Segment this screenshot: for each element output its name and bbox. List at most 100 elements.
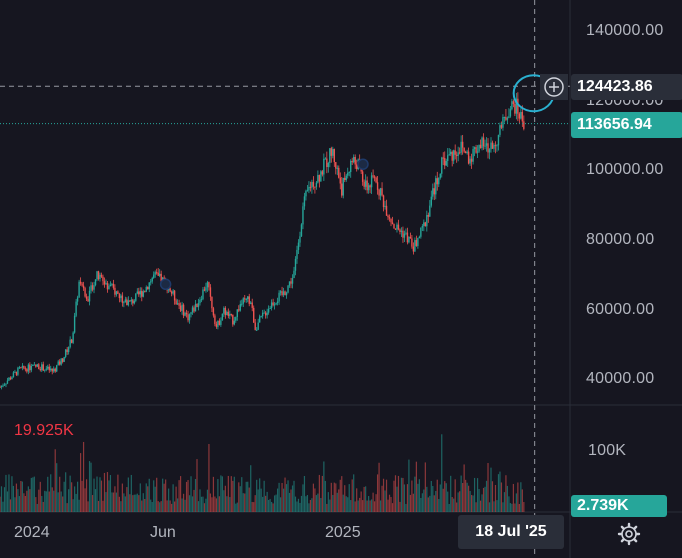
volume-bar (300, 495, 303, 512)
settings-button[interactable] (612, 518, 646, 550)
volume-bar (432, 486, 434, 512)
candle-body (518, 113, 521, 119)
candle-body (278, 292, 280, 302)
volume-bar (190, 476, 192, 512)
candle-body (517, 98, 519, 114)
volume-bar (30, 477, 32, 512)
volume-bar (309, 499, 312, 512)
candle-body (351, 160, 353, 163)
volume-bar (65, 472, 67, 512)
volume-bar (126, 487, 128, 512)
volume-bar (382, 478, 385, 512)
candle-body (344, 177, 346, 180)
candle-body (217, 320, 219, 327)
volume-bar (451, 497, 453, 512)
candle-body (253, 307, 255, 323)
candle-body (412, 246, 415, 252)
volume-bar (236, 502, 238, 512)
volume-bar (356, 488, 358, 512)
volume-bar (362, 500, 364, 512)
volume-bar (294, 496, 297, 512)
volume-bar (321, 475, 323, 512)
candle-body (426, 215, 428, 227)
candle-body (185, 312, 188, 315)
candle-body (8, 377, 10, 381)
volume-bar (308, 503, 310, 512)
candle-body (212, 308, 215, 316)
candle-body (126, 299, 128, 306)
volume-bar (38, 489, 40, 512)
time-tick-label: Jun (150, 524, 176, 541)
volume-bar (479, 500, 482, 512)
candle-body (135, 293, 137, 301)
event-marker[interactable] (357, 158, 369, 170)
volume-bar (181, 498, 183, 512)
volume-bar (242, 493, 244, 512)
volume-bar (336, 492, 338, 512)
candle-body (20, 367, 22, 369)
candle-body (235, 317, 237, 321)
volume-bar (287, 480, 289, 512)
volume-bar (206, 489, 209, 512)
candle-body (87, 298, 89, 302)
volume-bar (39, 481, 41, 512)
candle-body (90, 285, 92, 291)
candle-body (329, 148, 331, 163)
candle-body (99, 274, 101, 280)
candle-body (53, 368, 55, 372)
candle-body (451, 151, 453, 161)
candle-body (94, 279, 97, 286)
candle-body (318, 174, 321, 182)
volume-bar (454, 479, 456, 512)
volume-bar (274, 495, 276, 512)
volume-bar (75, 493, 77, 512)
candle-body (182, 304, 185, 316)
volume-bar (191, 496, 194, 512)
volume-bar (81, 480, 83, 512)
volume-bar (3, 487, 6, 512)
add-alert-button[interactable] (540, 74, 568, 100)
candle-body (11, 377, 13, 380)
event-marker[interactable] (159, 278, 172, 291)
candle-body (470, 158, 473, 162)
volume-bar (45, 491, 47, 512)
candle-body (473, 147, 476, 149)
candle-body (58, 361, 61, 365)
candle-body (229, 313, 231, 316)
candle-body (402, 230, 404, 238)
candle-body (96, 271, 98, 280)
candle-body (102, 276, 104, 282)
volume-bar (171, 503, 173, 512)
candle-body (339, 177, 341, 184)
candle-body (472, 148, 474, 162)
candle-body (111, 283, 113, 285)
candle-body (467, 151, 470, 164)
candle-body (121, 295, 124, 303)
volume-bar (59, 476, 61, 512)
volume-bar (250, 465, 252, 512)
volume-bar (41, 495, 43, 512)
volume-bar (500, 482, 503, 512)
volume-bar (29, 489, 31, 512)
volume-bar (408, 459, 410, 512)
candle-body (503, 116, 506, 118)
volume-bar (8, 474, 10, 512)
volume-bar (63, 481, 65, 512)
candle-body (418, 236, 421, 238)
volume-bar (51, 487, 53, 512)
volume-bar (23, 493, 25, 512)
candle-body (153, 274, 155, 278)
volume-bar (381, 485, 383, 512)
volume-bar (396, 486, 398, 512)
volume-bar (393, 480, 395, 512)
candle-body (133, 300, 136, 304)
candle-body (114, 287, 116, 295)
volume-bar (153, 480, 155, 512)
volume-bar (11, 476, 13, 512)
volume-bar (482, 487, 485, 512)
candle-body (205, 287, 207, 291)
volume-bar (87, 501, 89, 512)
candle-body (476, 151, 479, 153)
candle-body (236, 309, 238, 318)
